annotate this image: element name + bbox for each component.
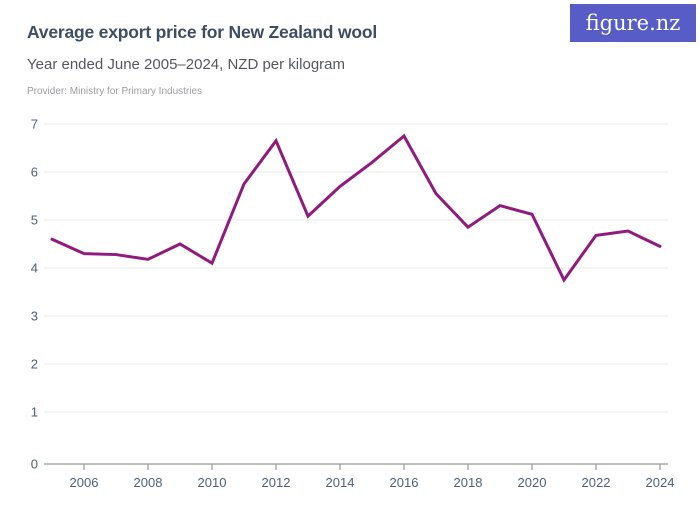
page-title: Average export price for New Zealand woo… <box>27 22 377 42</box>
x-axis-label: 2024 <box>646 475 675 490</box>
x-axis-label: 2016 <box>390 475 419 490</box>
wool-price-line <box>50 133 662 283</box>
figure-nz-logo[interactable]: figure.nz <box>570 4 696 42</box>
provider-credit: Provider: Ministry for Primary Industrie… <box>27 86 203 97</box>
y-axis-label: 3 <box>31 309 38 324</box>
figure-nz-logo-text: figure.nz <box>585 10 681 35</box>
x-axis-label: 2010 <box>198 475 227 490</box>
x-axis-label: 2006 <box>70 475 99 490</box>
x-axis-label: 2014 <box>326 475 355 490</box>
y-axis-label: 4 <box>31 261 38 276</box>
chart-subtitle: Year ended June 2005–2024, NZD per kilog… <box>27 56 345 73</box>
y-axis-label: 5 <box>31 213 38 228</box>
x-axis-label: 2020 <box>518 475 547 490</box>
y-axis-label: 7 <box>31 117 38 132</box>
y-axis-label: 0 <box>31 457 38 472</box>
y-axis-label: 2 <box>31 357 38 372</box>
x-axis-label: 2012 <box>262 475 291 490</box>
x-axis-label: 2008 <box>134 475 163 490</box>
x-axis-label: 2018 <box>454 475 483 490</box>
x-axis-label: 2022 <box>582 475 611 490</box>
y-axis-label: 1 <box>31 405 38 420</box>
y-axis-label: 6 <box>31 165 38 180</box>
